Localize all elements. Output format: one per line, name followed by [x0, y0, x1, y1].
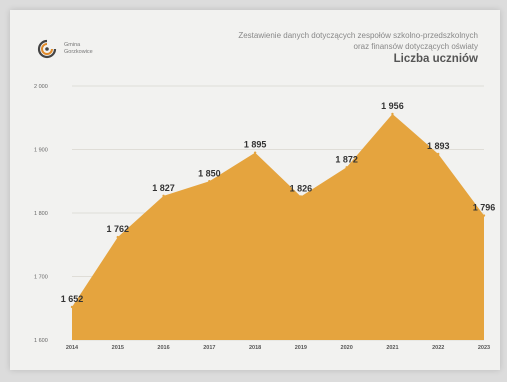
- chart-title: Liczba uczniów: [393, 53, 478, 65]
- x-tick-label: 2017: [203, 345, 215, 351]
- data-point: [253, 151, 257, 154]
- data-point: [162, 194, 165, 198]
- logo: Gmina Gorzkowice: [36, 38, 93, 60]
- logo-text-line1: Gmina: [64, 42, 81, 48]
- y-tick-label: 1 600: [34, 338, 48, 344]
- subtitle-line2: oraz finansów dotyczących oświaty: [353, 42, 479, 51]
- area-series: [72, 113, 484, 340]
- logo-text-line2: Gorzkowice: [64, 49, 93, 55]
- data-point: [437, 152, 440, 156]
- data-label: 1 827: [152, 183, 175, 193]
- y-tick-label: 1 800: [34, 211, 48, 217]
- x-tick-label: 2020: [341, 345, 353, 351]
- y-tick-label: 2 000: [34, 84, 48, 90]
- x-tick-label: 2018: [249, 345, 261, 351]
- data-label: 1 893: [427, 141, 450, 151]
- gmina-logo-icon: [37, 39, 57, 59]
- data-point: [70, 305, 74, 309]
- subtitle-line1: Zestawienie danych dotyczących zespołów …: [238, 31, 478, 40]
- y-tick-label: 1 900: [34, 148, 48, 154]
- data-label: 1 956: [381, 101, 404, 111]
- data-label: 1 895: [244, 140, 267, 150]
- x-tick-label: 2014: [66, 345, 79, 351]
- x-tick-label: 2016: [157, 345, 169, 351]
- data-point: [345, 166, 348, 169]
- x-tick-label: 2019: [295, 345, 307, 351]
- x-tick-label: 2023: [478, 345, 490, 351]
- data-point: [482, 214, 486, 217]
- data-point: [299, 195, 303, 198]
- data-label: 1 872: [335, 154, 358, 164]
- data-point: [391, 112, 394, 116]
- data-label: 1 826: [290, 183, 313, 193]
- chart-header: Zestawienie danych dotyczących zespołów …: [158, 30, 478, 65]
- data-label: 1 762: [107, 224, 130, 234]
- x-tick-label: 2015: [112, 345, 124, 351]
- data-label: 1 796: [473, 203, 496, 213]
- x-tick-label: 2021: [386, 345, 398, 351]
- data-label: 1 652: [61, 294, 84, 304]
- data-point: [208, 180, 211, 183]
- data-label: 1 850: [198, 168, 221, 178]
- x-tick-label: 2022: [432, 345, 444, 351]
- data-point: [116, 235, 119, 239]
- y-tick-label: 1 700: [34, 275, 48, 281]
